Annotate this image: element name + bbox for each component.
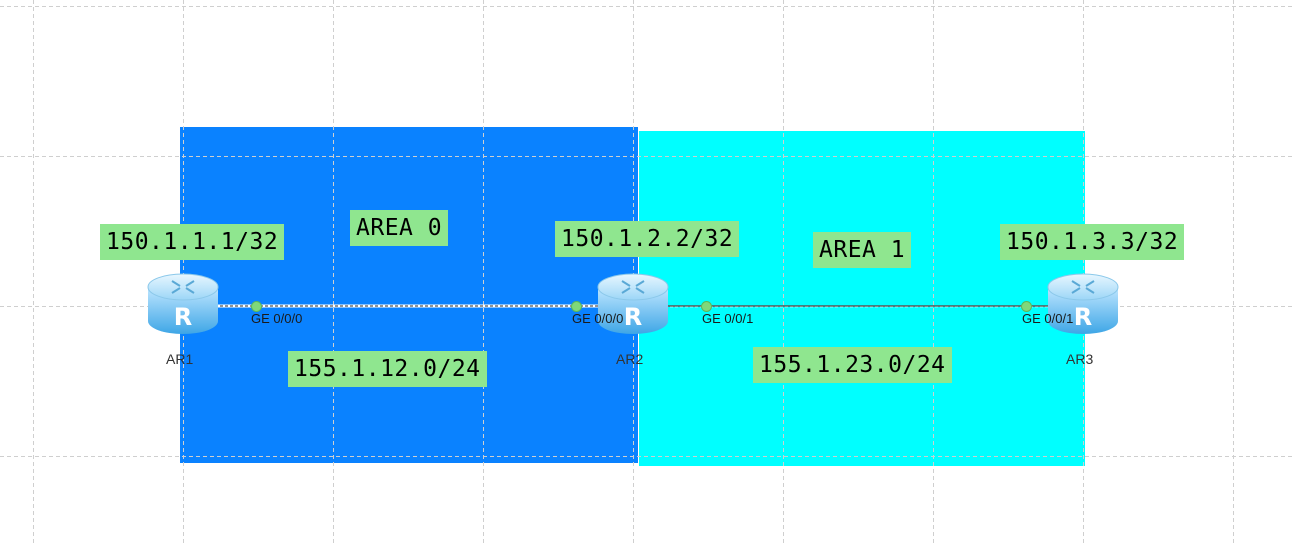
loopback-label-ar3[interactable]: 150.1.3.3/32 bbox=[1000, 224, 1185, 260]
link-endpoint-dot bbox=[571, 301, 582, 312]
port-label-ar1-ge000: GE 0/0/0 bbox=[251, 311, 303, 326]
router-ar2[interactable]: R bbox=[596, 271, 670, 339]
network-label-12[interactable]: 155.1.12.0/24 bbox=[288, 351, 487, 387]
loopback-label-ar1[interactable]: 150.1.1.1/32 bbox=[100, 224, 285, 260]
router-name-ar1: AR1 bbox=[166, 351, 194, 367]
network-label-23[interactable]: 155.1.23.0/24 bbox=[753, 347, 952, 383]
port-label-ar2-ge001: GE 0/0/1 bbox=[702, 311, 754, 326]
svg-text:R: R bbox=[1074, 303, 1092, 331]
area-label-0[interactable]: AREA 0 bbox=[350, 210, 449, 246]
svg-text:R: R bbox=[174, 303, 192, 331]
router-ar1[interactable]: R bbox=[146, 271, 220, 339]
link-endpoint-dot bbox=[251, 301, 262, 312]
link-endpoint-dot bbox=[701, 301, 712, 312]
router-ar3[interactable]: R bbox=[1046, 271, 1120, 339]
area-0-region[interactable] bbox=[180, 127, 638, 463]
port-label-ar2-ge000: GE 0/0/0 bbox=[572, 311, 624, 326]
router-name-ar2: AR2 bbox=[616, 351, 644, 367]
area-1-region[interactable] bbox=[639, 131, 1085, 466]
port-label-ar3-ge001: GE 0/0/1 bbox=[1022, 311, 1074, 326]
router-name-ar3: AR3 bbox=[1066, 351, 1094, 367]
svg-text:R: R bbox=[624, 303, 642, 331]
link-endpoint-dot bbox=[1021, 301, 1032, 312]
loopback-label-ar2[interactable]: 150.1.2.2/32 bbox=[555, 221, 740, 257]
area-label-1[interactable]: AREA 1 bbox=[813, 232, 912, 268]
